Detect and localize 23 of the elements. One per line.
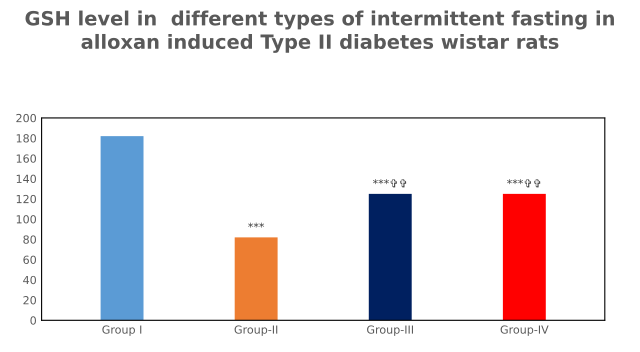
y-tick-label: 140 [16,174,36,184]
bar [234,237,278,320]
chart-title: GSH level in different types of intermittent fasting in alloxan induced Type II diabetes wistar rats [26,10,614,53]
y-tick-label: 0 [30,316,36,325]
y-tick-label: 20 [23,296,36,304]
y-tick-label: 80 [23,235,36,244]
x-tick-label: Group-III [367,325,413,336]
y-tick-label: 100 [16,215,36,224]
x-tick-label: Group-IV [500,325,549,336]
x-tick-label: Group I [102,325,142,336]
y-tick-label: 200 [16,114,36,122]
y-tick-label: 120 [16,194,36,204]
bar [100,136,144,320]
y-tick-label: 60 [23,256,36,264]
x-tick-label: Group-II [234,325,278,336]
bar [502,194,546,320]
bar [368,194,412,320]
annotation: ***✞✞ [507,179,540,188]
y-tick-label: 40 [23,276,36,284]
annotation: ***✞✞ [372,179,406,188]
y-tick-label: 160 [16,154,36,163]
y-tick-label: 180 [16,134,36,143]
annotation: *** [248,222,264,228]
